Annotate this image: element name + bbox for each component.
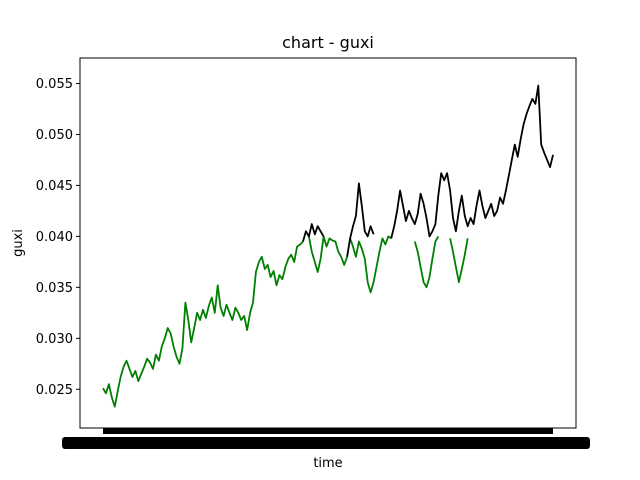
y-axis-ticks: 0.025 0.030 0.035 0.040 0.045 0.050 0.055	[36, 77, 80, 398]
x-tick-labels-overlapping	[62, 437, 590, 449]
chart-title: chart - guxi	[282, 33, 374, 52]
y-tick-label: 0.050	[36, 128, 73, 143]
series-line-3	[349, 235, 392, 294]
series-line-5	[449, 238, 469, 284]
series-layer	[102, 84, 554, 408]
series-line-2	[308, 235, 348, 273]
y-tick-label: 0.025	[36, 383, 73, 398]
y-tick-label: 0.035	[36, 281, 73, 296]
y-tick-label: 0.040	[36, 230, 73, 245]
y-tick-label: 0.045	[36, 179, 73, 194]
x-tick-marks-dense	[103, 428, 553, 434]
y-tick-label: 0.055	[36, 77, 73, 92]
series-line-8	[390, 84, 554, 239]
y-axis-label: guxi	[11, 229, 26, 257]
x-tick-clutter	[62, 428, 590, 449]
series-line-1	[102, 240, 304, 408]
series-line-4	[413, 235, 440, 289]
x-axis-label: time	[313, 456, 342, 471]
y-tick-label: 0.030	[36, 332, 73, 347]
series-line-7	[346, 182, 375, 257]
series-line-6	[302, 223, 325, 242]
